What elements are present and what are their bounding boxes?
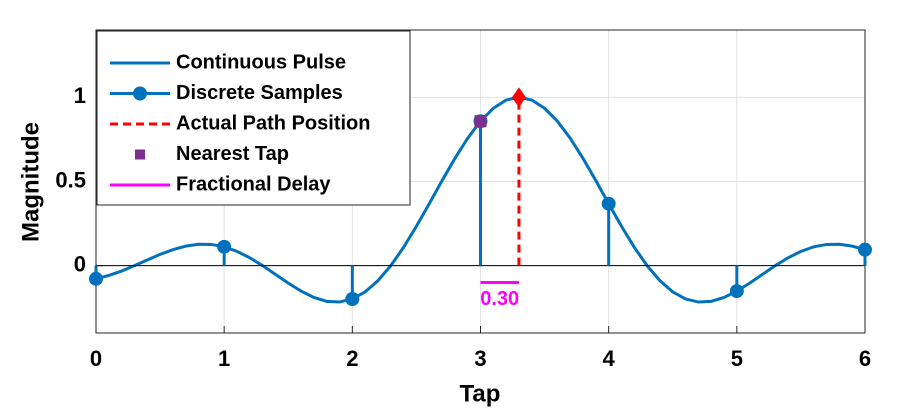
path-position-marker	[511, 87, 526, 108]
legend-symbol	[133, 86, 147, 101]
sample-marker	[729, 284, 744, 299]
legend-label: Actual Path Position	[176, 112, 370, 134]
y-tick-label: 0.5	[55, 167, 86, 192]
axes-box	[95, 29, 866, 334]
nearest-tap-marker	[474, 115, 487, 128]
sample-marker	[601, 196, 616, 211]
x-axis-label: Tap	[460, 380, 501, 407]
y-axis-label: Magnitude	[17, 122, 44, 242]
legend-label: Discrete Samples	[176, 82, 343, 104]
legend-symbol	[135, 149, 145, 160]
legend-box	[96, 30, 411, 206]
y-tick-label: 0	[74, 251, 86, 276]
sample-marker	[89, 271, 103, 286]
sample-marker	[858, 242, 872, 257]
x-tick-label: 6	[859, 346, 871, 371]
x-tick-label: 0	[90, 346, 102, 371]
fractional-delay-label: 0.30	[480, 288, 519, 310]
x-tick-label: 4	[603, 346, 616, 371]
legend-label: Fractional Delay	[176, 173, 331, 195]
x-tick-label: 1	[218, 346, 230, 371]
x-tick-label: 5	[731, 346, 743, 371]
legend-label: Continuous Pulse	[176, 51, 346, 73]
legend-label: Nearest Tap	[176, 143, 289, 165]
sample-marker	[217, 239, 232, 254]
x-tick-label: 3	[474, 346, 486, 371]
y-tick-label: 1	[74, 83, 86, 108]
sample-marker	[345, 291, 360, 306]
x-tick-label: 2	[346, 346, 358, 371]
